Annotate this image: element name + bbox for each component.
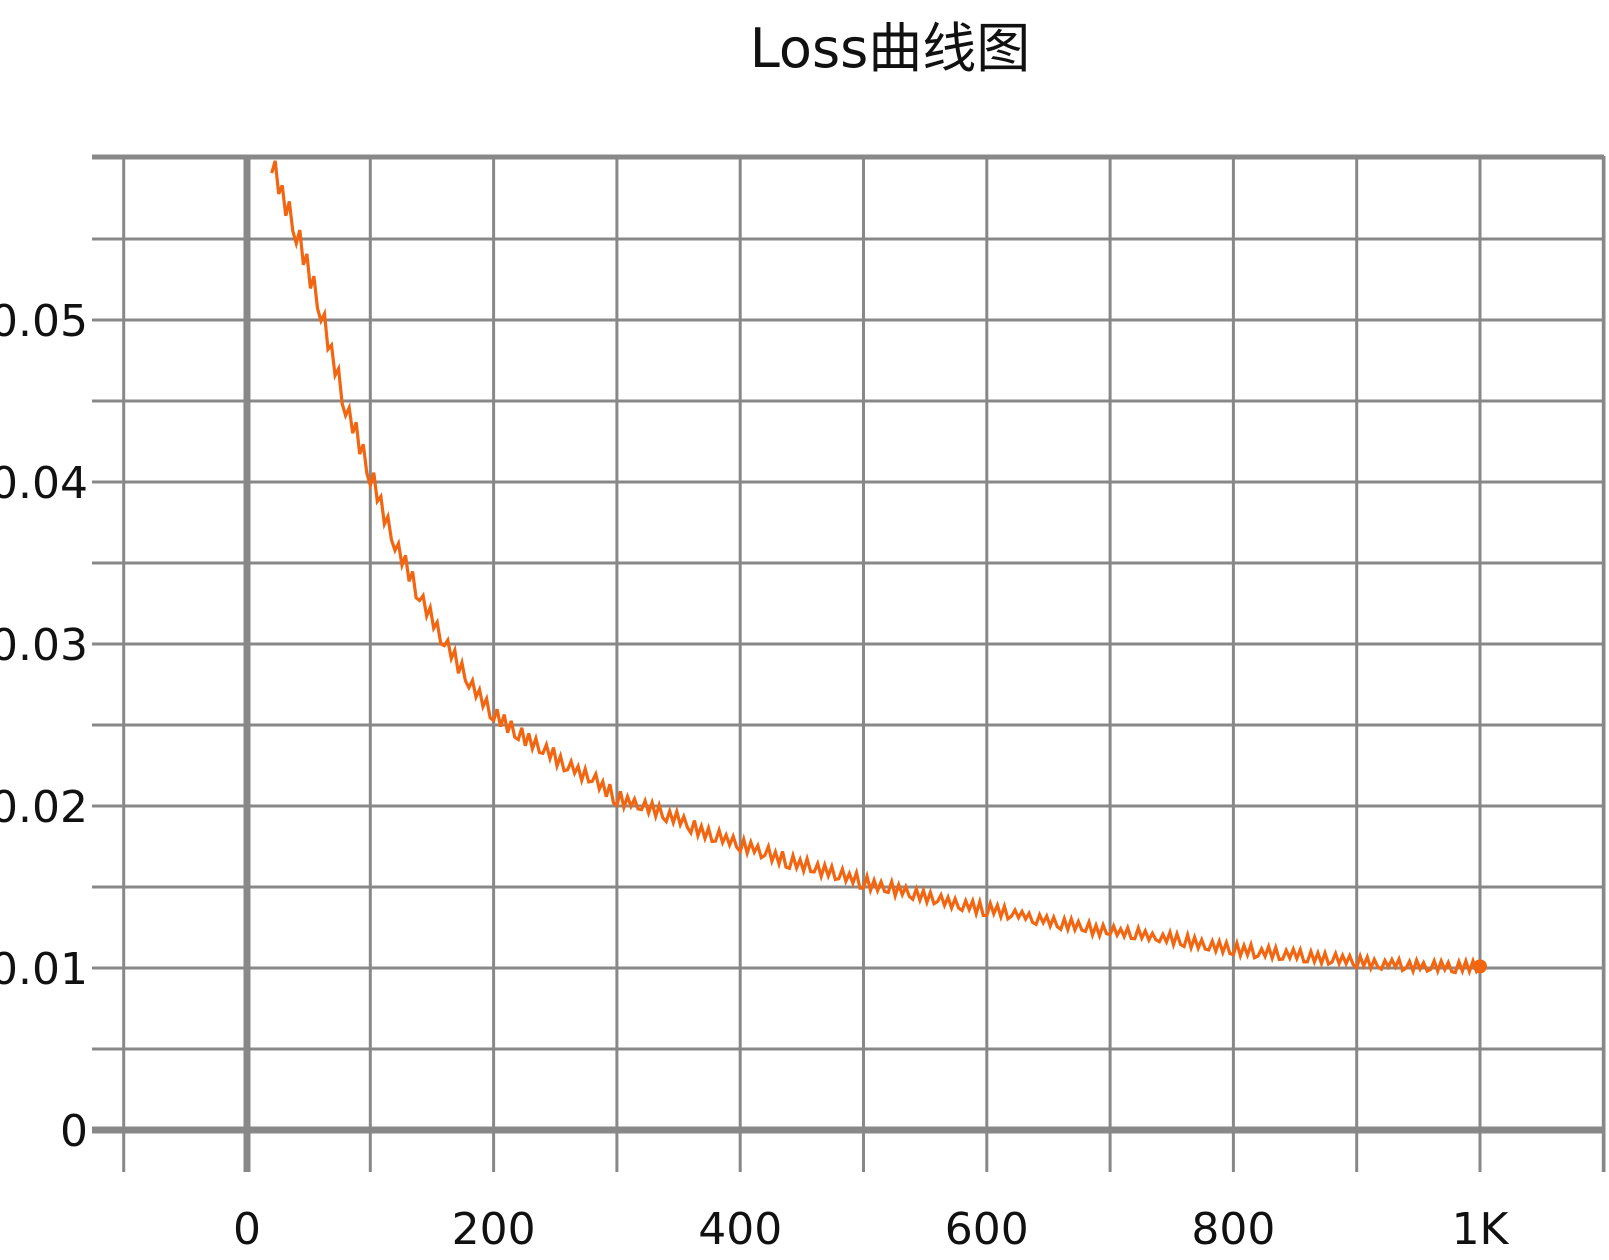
chart-title: Loss曲线图 xyxy=(749,17,1031,80)
series-group xyxy=(270,160,1487,977)
x-tick-label: 0 xyxy=(233,1204,261,1255)
y-tick-label: 0 xyxy=(60,1106,88,1157)
y-tick-labels: 0 0.01 0.02 0.03 0.04 0.05 xyxy=(0,296,88,1157)
x-tick-label: 1K xyxy=(1452,1204,1510,1255)
axes xyxy=(92,156,1604,1172)
series-end-point xyxy=(1473,959,1487,974)
x-tick-label: 800 xyxy=(1191,1204,1275,1255)
x-tick-labels: 0 200 400 600 800 1K xyxy=(233,1204,1510,1255)
x-tick-label: 400 xyxy=(698,1204,782,1255)
x-tick-label: 600 xyxy=(945,1204,1029,1255)
y-tick-label: 0.01 xyxy=(0,944,88,995)
y-tick-label: 0.04 xyxy=(0,458,88,509)
y-tick-label: 0.05 xyxy=(0,296,88,347)
y-tick-label: 0.02 xyxy=(0,782,88,833)
x-tick-label: 200 xyxy=(452,1204,536,1255)
grid xyxy=(92,154,1606,1172)
y-tick-label: 0.03 xyxy=(0,620,88,671)
series-line xyxy=(270,160,1482,977)
